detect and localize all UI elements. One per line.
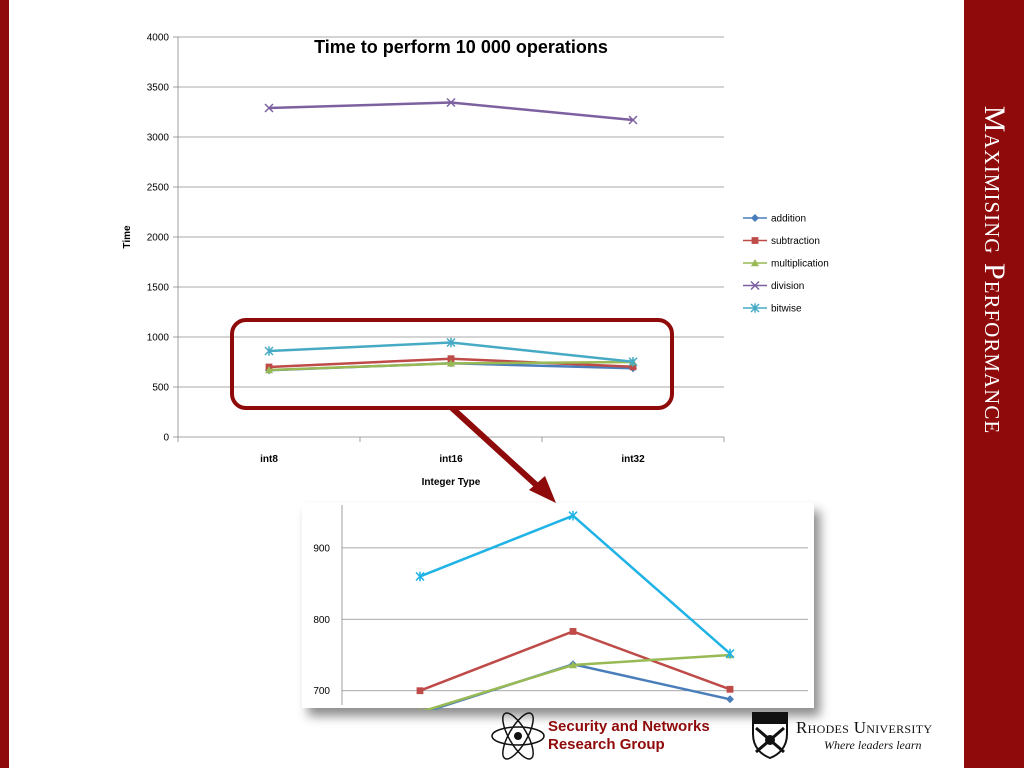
data-point-division — [446, 97, 456, 108]
university-name: Rhodes University — [796, 718, 933, 737]
y-axis-tick-label: 1500 — [147, 283, 170, 294]
main-line-chart: 0 500 1000 1500 2000 2500 3000 3500 4000 int8 int1… — [122, 33, 829, 489]
zoom-line-chart: 700 800 900 — [302, 503, 808, 710]
legend-label-multiplication: multiplication — [771, 259, 829, 270]
zoom-series — [415, 510, 735, 659]
y-axis-label: Time — [122, 225, 133, 249]
research-group-line1: Security and Networks — [548, 718, 710, 735]
title-panel: Maximising Performance — [964, 0, 1024, 768]
zoom-data-point — [569, 661, 577, 669]
legend-label-addition: addition — [771, 214, 806, 225]
x-axis-label: Integer Type — [422, 477, 481, 488]
university-crest-icon — [752, 712, 788, 760]
left-accent-bar — [0, 0, 9, 768]
data-point-division — [628, 115, 638, 125]
legend-marker-multiplication — [751, 259, 759, 267]
zoom-data-point — [725, 648, 735, 659]
zoom-background — [302, 503, 808, 704]
university-motto: Where leaders learn — [824, 738, 922, 752]
legend-marker-subtraction — [751, 237, 759, 244]
y-axis-tick-label: 2000 — [147, 233, 170, 244]
atom-logo-icon — [491, 712, 545, 760]
zoom-data-point — [418, 708, 422, 710]
x-axis-tick-label: int8 — [260, 454, 278, 465]
zoom-data-point — [726, 695, 734, 704]
series-division — [264, 97, 638, 125]
research-group-line2: Research Group — [548, 736, 665, 753]
x-axis-tick-label: int16 — [439, 454, 463, 465]
y-axis-tick-label: 3500 — [147, 83, 170, 94]
legend-marker-division — [750, 280, 760, 291]
research-group-name: Security and Networks Research Group — [548, 718, 710, 754]
legend-label-bitwise: bitwise — [771, 304, 802, 315]
data-point-division — [264, 103, 274, 113]
legend-marker-addition — [751, 214, 759, 222]
chart-title: Time to perform 10 000 operations — [314, 37, 608, 57]
legend-marker-bitwise — [750, 303, 760, 313]
zoom-y-tick-label: 800 — [313, 615, 330, 626]
zoom-data-point — [416, 687, 424, 695]
legend-label-division: division — [771, 281, 804, 292]
zoom-data-point — [569, 628, 577, 635]
legend-label-subtraction: subtraction — [771, 236, 820, 247]
y-axis-tick-label: 1000 — [147, 333, 170, 344]
y-axis-tick-label: 0 — [163, 433, 169, 444]
y-axis-tick-label: 500 — [152, 383, 169, 394]
zoom-data-point — [726, 685, 734, 693]
series-line-division — [268, 101, 634, 122]
zoom-y-tick-label: 900 — [313, 543, 330, 554]
legend: addition subtraction multiplication divisio… — [743, 214, 829, 315]
university-text: Rhodes University Where leaders learn — [796, 718, 932, 753]
x-axis-tick-label: int32 — [621, 454, 645, 465]
slide-title: Maximising Performance — [978, 105, 1011, 435]
zoom-data-point — [415, 571, 425, 582]
y-axis-tick-label: 4000 — [147, 33, 170, 44]
y-axis-tick-label: 2500 — [147, 183, 170, 194]
zoom-series — [416, 628, 734, 695]
zoom-y-tick-label: 700 — [313, 686, 330, 697]
footer-logos: Security and Networks Research Group Rho… — [488, 708, 948, 764]
y-axis-tick-label: 3000 — [147, 133, 170, 144]
zoom-data-point — [568, 510, 578, 521]
